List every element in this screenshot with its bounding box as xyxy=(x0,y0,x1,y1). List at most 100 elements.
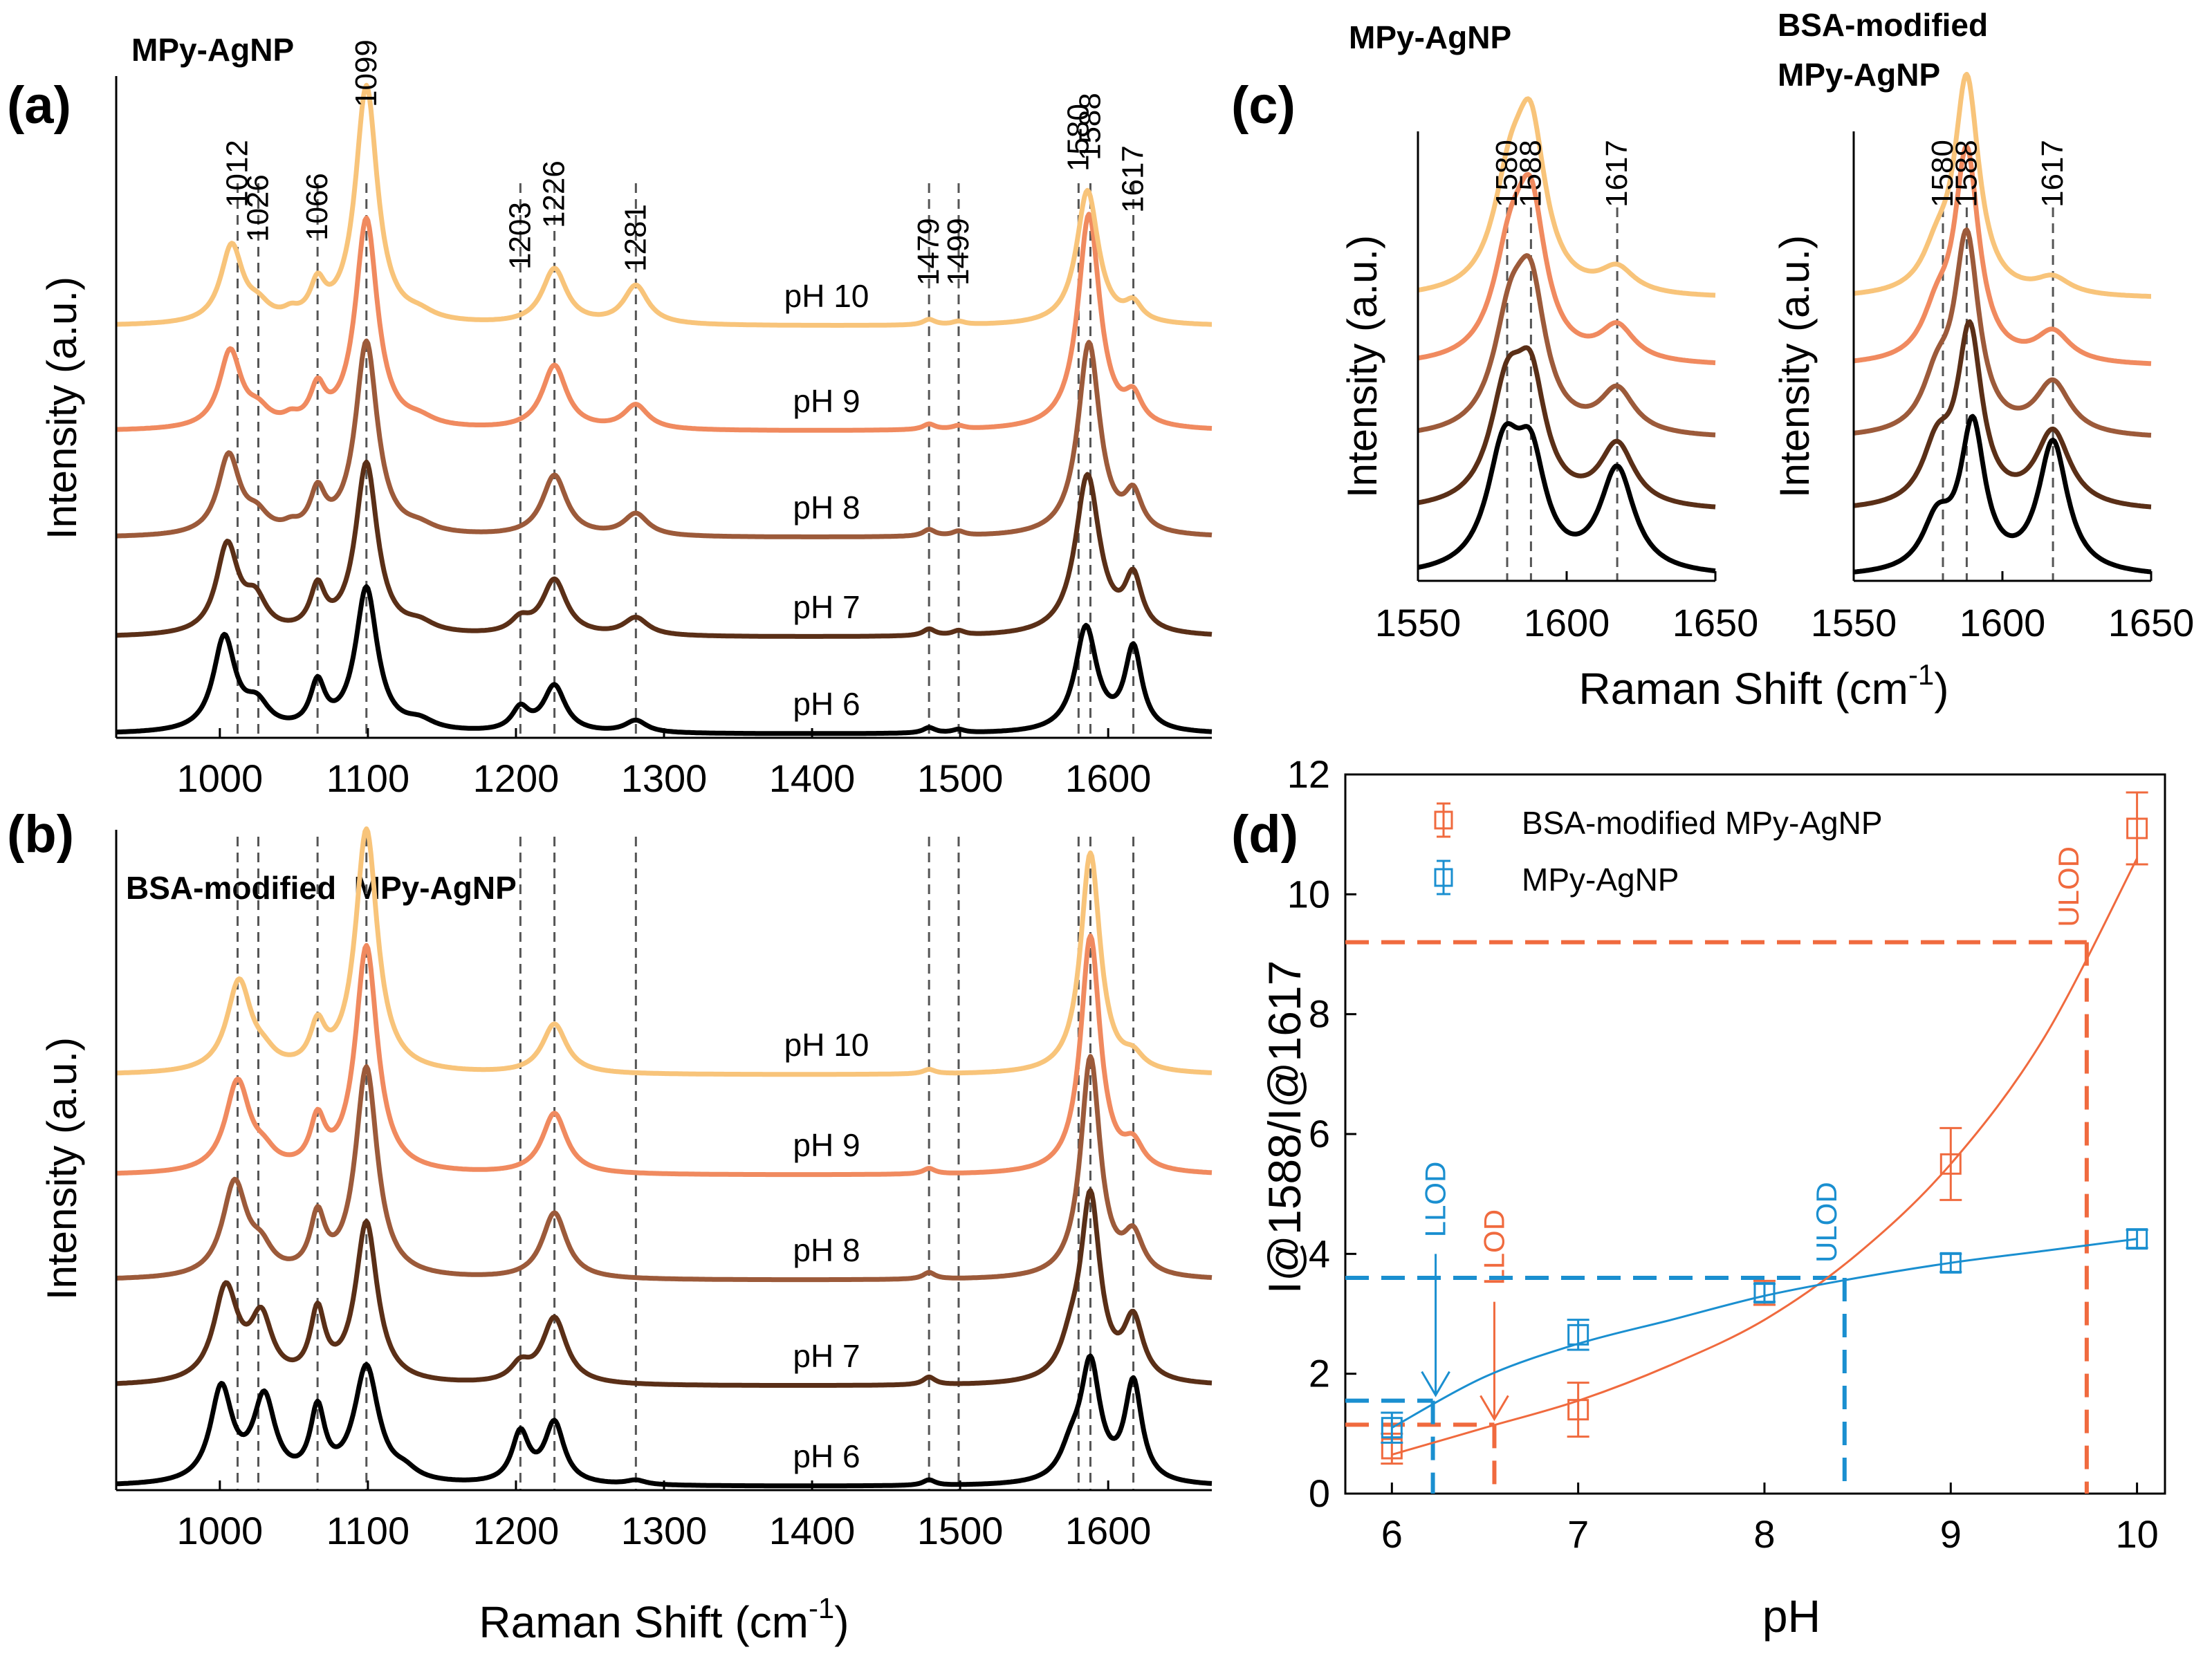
d-xtick-label-7: 7 xyxy=(1567,1512,1589,1556)
panel-label-a: (a) xyxy=(7,76,71,135)
peak-label-1099: 1099 xyxy=(349,39,383,107)
d-ytick-label-10: 10 xyxy=(1287,872,1330,916)
spectrum-ph-7 xyxy=(115,1188,1213,1388)
spectra-a xyxy=(115,82,1213,736)
zoom-tick-label-1600: 1600 xyxy=(1524,601,1610,644)
tick-label-1200: 1200 xyxy=(473,756,560,800)
zoom-spectrum-ph-7 xyxy=(1852,319,2153,510)
xlabel-ab: Raman Shift (cm-1) xyxy=(479,1592,849,1647)
peak-label-1066: 1066 xyxy=(300,173,334,241)
legend-marker-bsa xyxy=(1434,802,1453,838)
tick-label-1400: 1400 xyxy=(769,1509,856,1552)
marker xyxy=(1753,1282,1776,1304)
marker xyxy=(2126,1228,2148,1250)
zoom-tick-label-1650: 1650 xyxy=(1672,601,1759,644)
zoom-spectrum-ph-7 xyxy=(1417,345,1717,510)
spectrum-ph-8 xyxy=(115,1054,1213,1283)
panel-label-b: (b) xyxy=(7,805,74,864)
ph-label-ph-10: pH 10 xyxy=(784,1027,869,1063)
ylabel-c2: Intensity (a.u.) xyxy=(1771,235,1818,498)
fit-curves-d xyxy=(1391,857,2138,1456)
ylabel-c1: Intensity (a.u.) xyxy=(1339,235,1385,498)
d-ytick-label-0: 0 xyxy=(1309,1471,1330,1515)
spectrum-ph-7 xyxy=(115,459,1213,639)
subpanel-title-c2-line2: MPy-AgNP xyxy=(1778,57,1940,93)
data-point-bsa-ph10 xyxy=(2126,791,2148,866)
panel-label-c: (c) xyxy=(1231,76,1296,135)
subpanel-title-c1: MPy-AgNP xyxy=(1349,19,1511,55)
zoom-peak-label-1617: 1617 xyxy=(2036,140,2070,207)
legend-label-bsa: BSA-modified MPy-AgNP xyxy=(1522,805,1883,841)
marker xyxy=(2126,817,2148,839)
spectrum-ph-9 xyxy=(115,933,1213,1178)
tick-label-1100: 1100 xyxy=(326,756,409,800)
data-point-bsa-ph7 xyxy=(1567,1382,1589,1438)
x-ticks-b: 1000 1100 1200 1300 1400 1500 1600 xyxy=(177,1480,1151,1552)
peak-label-1588: 1588 xyxy=(1073,93,1107,160)
ph-labels-b: pH 6 pH 7 pH 8 pH 9 pH 10 xyxy=(784,1027,869,1474)
tick-label-1300: 1300 xyxy=(621,756,708,800)
d-ytick-label-6: 6 xyxy=(1309,1112,1330,1155)
ulod-label-0: ULOD xyxy=(2052,846,2085,927)
d-ytick-label-8: 8 xyxy=(1309,992,1330,1036)
peak-label-1203: 1203 xyxy=(503,202,537,270)
peak-label-1026: 1026 xyxy=(241,174,275,242)
ph-label-ph-9: pH 9 xyxy=(793,383,860,419)
ph-label-ph-7: pH 7 xyxy=(793,589,860,625)
peak-label-1281: 1281 xyxy=(618,204,652,272)
marker xyxy=(1567,1323,1589,1346)
tick-label-1000: 1000 xyxy=(177,1509,264,1552)
peak-label-1226: 1226 xyxy=(537,160,571,228)
zoom-peak-label-1588: 1588 xyxy=(1949,140,1983,207)
xlabel-c: Raman Shift (cm-1) xyxy=(1578,658,1948,714)
ph-label-ph-9: pH 9 xyxy=(793,1127,860,1163)
zoom-peak-label-1580: 1580 xyxy=(1490,140,1524,207)
llod-arrowhead-0 xyxy=(1480,1395,1509,1422)
data-point-mpy-ph9 xyxy=(1939,1252,1962,1274)
peak-label-1617: 1617 xyxy=(1116,145,1150,213)
ylabel-a: Intensity (a.u.) xyxy=(39,277,85,539)
tick-label-1400: 1400 xyxy=(769,756,856,800)
ph-label-ph-7: pH 7 xyxy=(793,1338,860,1374)
marker xyxy=(1567,1399,1589,1421)
d-xtick-label-9: 9 xyxy=(1940,1512,1962,1556)
peak-label-1479: 1479 xyxy=(912,218,946,286)
legend-label-mpy: MPy-AgNP xyxy=(1522,862,1679,898)
data-point-mpy-ph6 xyxy=(1381,1411,1403,1444)
ph-label-ph-10: pH 10 xyxy=(784,278,869,314)
d-ytick-label-2: 2 xyxy=(1309,1352,1330,1395)
zoom-spectrum-ph-8 xyxy=(1417,253,1717,438)
spectra-b xyxy=(115,826,1213,1489)
zoom-spectrum-ph-6 xyxy=(1852,414,2153,575)
zoom-spectrum-ph-9 xyxy=(1852,144,2153,366)
ph-label-ph-6: pH 6 xyxy=(793,686,860,722)
zoom-peak-label-1580: 1580 xyxy=(1926,140,1960,207)
zoom-tick-label-1600: 1600 xyxy=(1960,601,2046,644)
marker xyxy=(1939,1252,1962,1274)
legend-marker-mpy xyxy=(1434,860,1453,895)
spectrum-ph-9 xyxy=(115,212,1213,433)
d-ytick-label-12: 12 xyxy=(1287,752,1330,796)
d-xtick-label-6: 6 xyxy=(1381,1512,1403,1556)
spectrum-ph-10 xyxy=(115,82,1213,328)
data-point-bsa-ph9 xyxy=(1939,1126,1962,1201)
spectrum-ph-8 xyxy=(115,338,1213,539)
panel-title-b: BSA-modified MPy-AgNP xyxy=(126,870,517,906)
tick-label-1500: 1500 xyxy=(917,1509,1004,1552)
d-ytick-label-4: 4 xyxy=(1309,1232,1330,1275)
data-points-d xyxy=(1381,791,2148,1465)
spectrum-ph-6 xyxy=(115,1353,1213,1489)
tick-label-1100: 1100 xyxy=(326,1509,409,1552)
panel-title-a: MPy-AgNP xyxy=(131,32,294,68)
ylabel-b: Intensity (a.u.) xyxy=(39,1037,85,1300)
tick-label-1500: 1500 xyxy=(917,756,1004,800)
zoom-tick-label-1650: 1650 xyxy=(2108,601,2195,644)
marker xyxy=(1381,1417,1403,1439)
zoom-tick-label-1550: 1550 xyxy=(1375,601,1462,644)
tick-label-1600: 1600 xyxy=(1065,756,1152,800)
subpanel-title-c2-line1: BSA-modified xyxy=(1778,7,1988,43)
data-point-mpy-ph7 xyxy=(1567,1319,1589,1351)
